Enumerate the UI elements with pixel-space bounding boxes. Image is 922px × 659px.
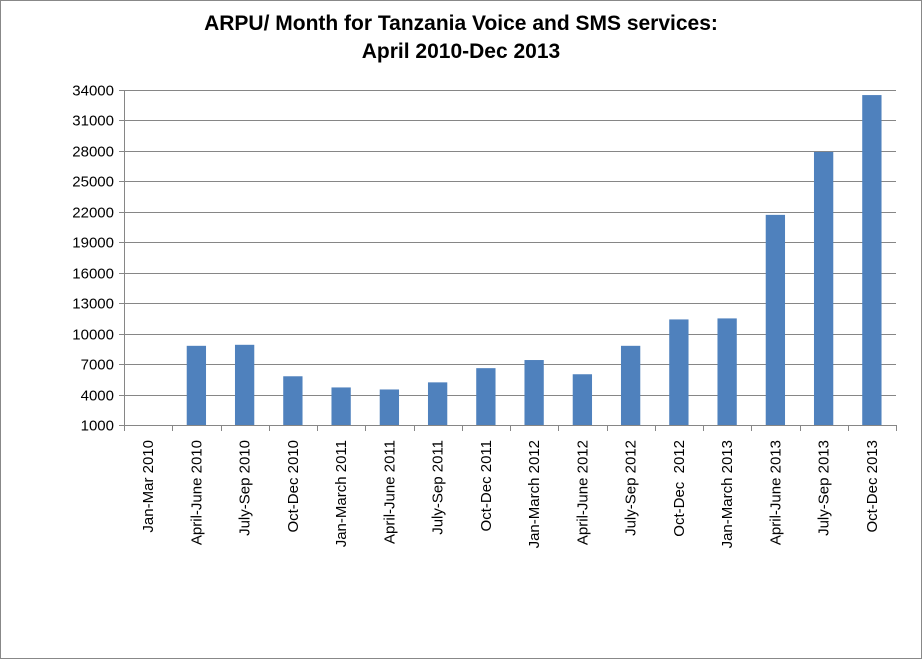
y-tick-label: 19000 xyxy=(72,235,114,252)
y-tick-label: 1000 xyxy=(81,418,114,435)
y-tick-label: 34000 xyxy=(72,83,114,100)
bar xyxy=(234,344,255,425)
chart-title: ARPU/ Month for Tanzania Voice and SMS s… xyxy=(0,10,922,66)
x-tick-label: April-June 2010 xyxy=(188,440,205,545)
x-tick-label: Oct-Dec 2010 xyxy=(285,440,302,533)
x-tick-label: July-Sep 2013 xyxy=(816,440,833,536)
y-tick-label: 28000 xyxy=(72,144,114,161)
x-tick-label: Oct-Dec 2013 xyxy=(864,440,881,533)
x-tick-label: Oct-Dec 2012 xyxy=(671,440,688,537)
bar xyxy=(765,214,786,425)
bar xyxy=(331,387,351,425)
x-tick-label: Oct-Dec 2011 xyxy=(478,440,495,531)
bar xyxy=(283,376,303,425)
y-tick-label: 31000 xyxy=(72,113,114,130)
x-tick-label: Jan-March 2011 xyxy=(333,440,350,547)
bar xyxy=(379,389,400,425)
x-tick-label: Jan-March 2012 xyxy=(526,440,543,548)
y-tick-label: 22000 xyxy=(72,205,114,222)
x-tick-label: July-Sep 2010 xyxy=(237,440,254,536)
x-tick-label: Jan-Mar 2010 xyxy=(140,440,157,533)
y-tick-label: 16000 xyxy=(72,266,114,283)
x-tick-label: April-June 2011 xyxy=(381,440,398,544)
x-tick-label: April-June 2013 xyxy=(767,440,784,545)
bar xyxy=(669,319,689,425)
bar xyxy=(476,368,496,425)
bar xyxy=(813,151,834,425)
y-tick-label: 4000 xyxy=(81,388,114,405)
y-tick-label: 7000 xyxy=(81,357,114,374)
chart-title-line-2: April 2010-Dec 2013 xyxy=(361,40,561,63)
x-tick-label: July-Sep 2012 xyxy=(623,440,640,536)
x-tick-label: Jan-March 2013 xyxy=(719,440,736,548)
bar xyxy=(524,360,544,425)
y-tick-label: 13000 xyxy=(72,296,114,313)
y-tick-label: 10000 xyxy=(72,327,114,344)
y-tick-label: 25000 xyxy=(72,174,114,191)
chart-title-line-1: ARPU/ Month for Tanzania Voice and SMS s… xyxy=(204,12,718,35)
bar xyxy=(427,382,448,425)
bar xyxy=(717,318,737,425)
bar xyxy=(186,345,207,425)
bar xyxy=(572,374,593,425)
x-tick-label: April-June 2012 xyxy=(574,440,591,545)
bar xyxy=(862,95,882,426)
bar xyxy=(620,345,641,425)
x-tick-label: July-Sep 2011 xyxy=(430,440,447,535)
